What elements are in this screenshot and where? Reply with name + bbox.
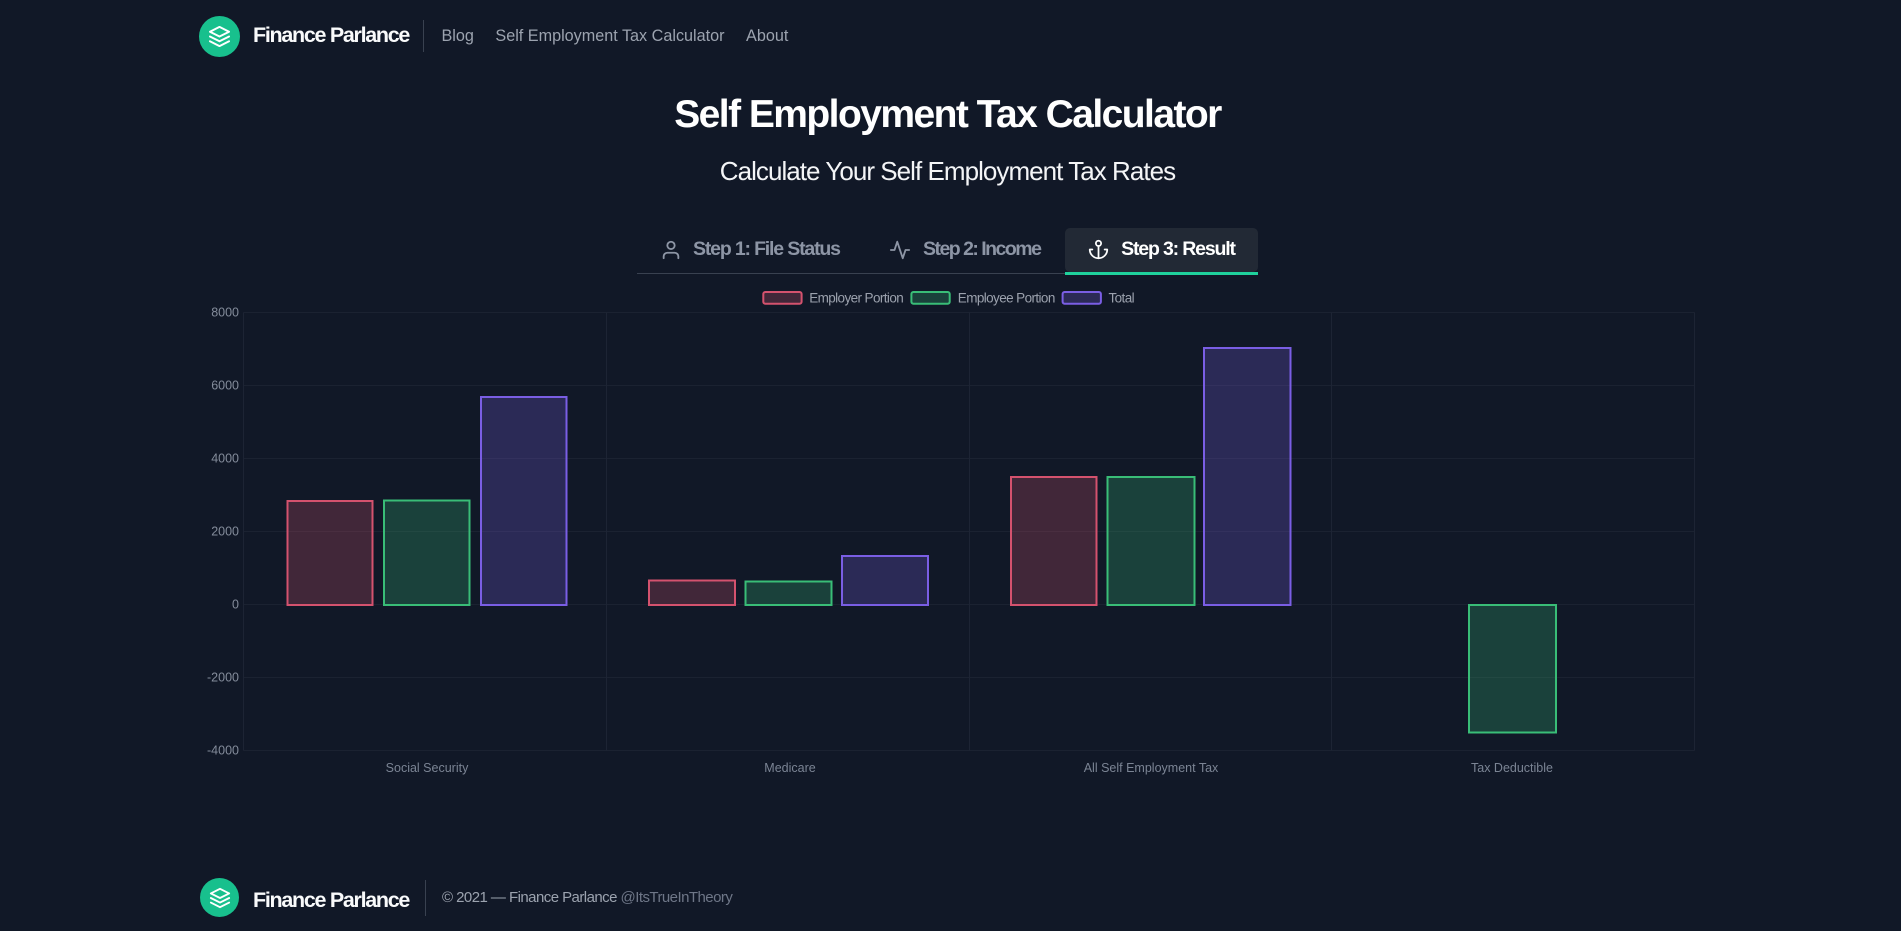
svg-text:2000: 2000 — [211, 525, 239, 539]
svg-text:Tax Deductible: Tax Deductible — [1471, 761, 1553, 775]
svg-text:Medicare: Medicare — [764, 761, 815, 775]
svg-text:4000: 4000 — [211, 452, 239, 466]
svg-text:Employee Portion: Employee Portion — [958, 290, 1055, 305]
svg-text:6000: 6000 — [211, 379, 239, 393]
svg-text:Total: Total — [1109, 290, 1135, 305]
svg-text:Social Security: Social Security — [386, 761, 469, 775]
svg-text:Employer Portion: Employer Portion — [809, 290, 903, 305]
svg-text:-2000: -2000 — [207, 671, 239, 685]
svg-text:-4000: -4000 — [207, 744, 239, 758]
svg-text:0: 0 — [232, 598, 239, 612]
svg-text:All Self Employment Tax: All Self Employment Tax — [1084, 761, 1219, 775]
svg-text:8000: 8000 — [211, 306, 239, 320]
